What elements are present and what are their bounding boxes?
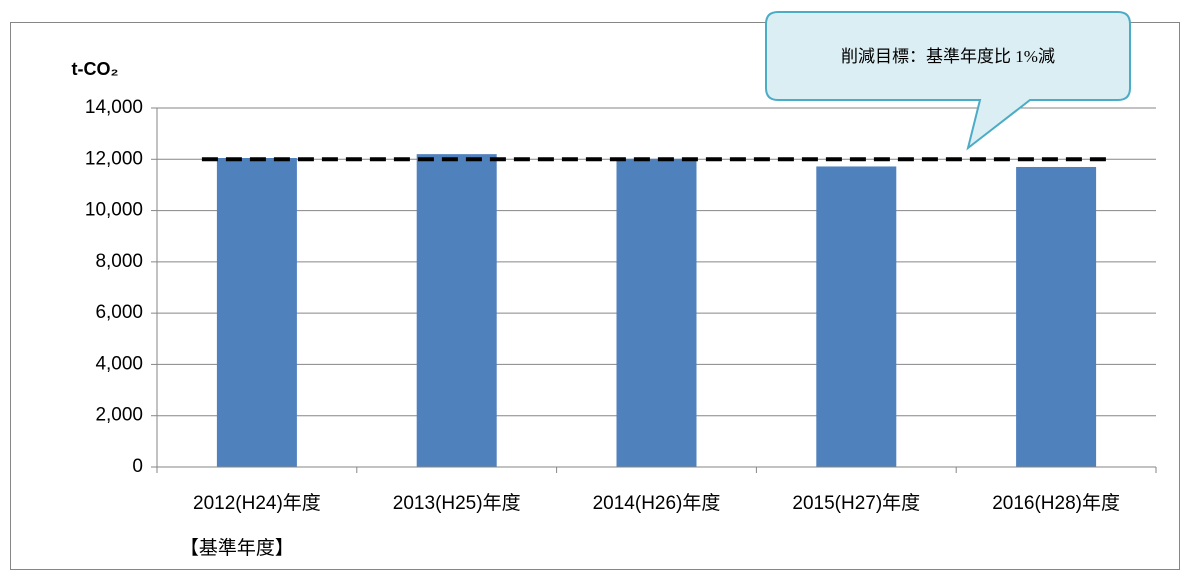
bar [1016, 166, 1097, 467]
callout [765, 11, 1131, 151]
y-tick-label: 14,000 [85, 97, 143, 118]
y-axis-label: t-CO₂ [72, 59, 119, 79]
y-tick-label: 6,000 [95, 302, 143, 323]
x-tick-label: 2012(H24)年度 [193, 492, 321, 514]
x-tick-label: 【基準年度】 [180, 537, 294, 559]
x-tick-label: 2015(H27)年度 [792, 492, 920, 514]
bar [616, 158, 697, 467]
y-tick-label: 4,000 [95, 353, 143, 374]
y-tick-label: 10,000 [85, 200, 143, 221]
bar [816, 166, 897, 468]
bar [416, 154, 497, 467]
x-tick-label: 2013(H25)年度 [393, 492, 521, 514]
y-tick-label: 12,000 [85, 148, 143, 169]
x-tick-label: 2014(H26)年度 [593, 492, 721, 514]
bar [216, 158, 297, 467]
y-tick-label: 0 [132, 456, 143, 477]
callout-text: 削減目標：基準年度比 1%減 [841, 47, 1055, 66]
y-tick-label: 2,000 [95, 405, 143, 426]
x-tick-label: 2016(H28)年度 [992, 492, 1120, 514]
y-tick-label: 8,000 [95, 251, 143, 272]
